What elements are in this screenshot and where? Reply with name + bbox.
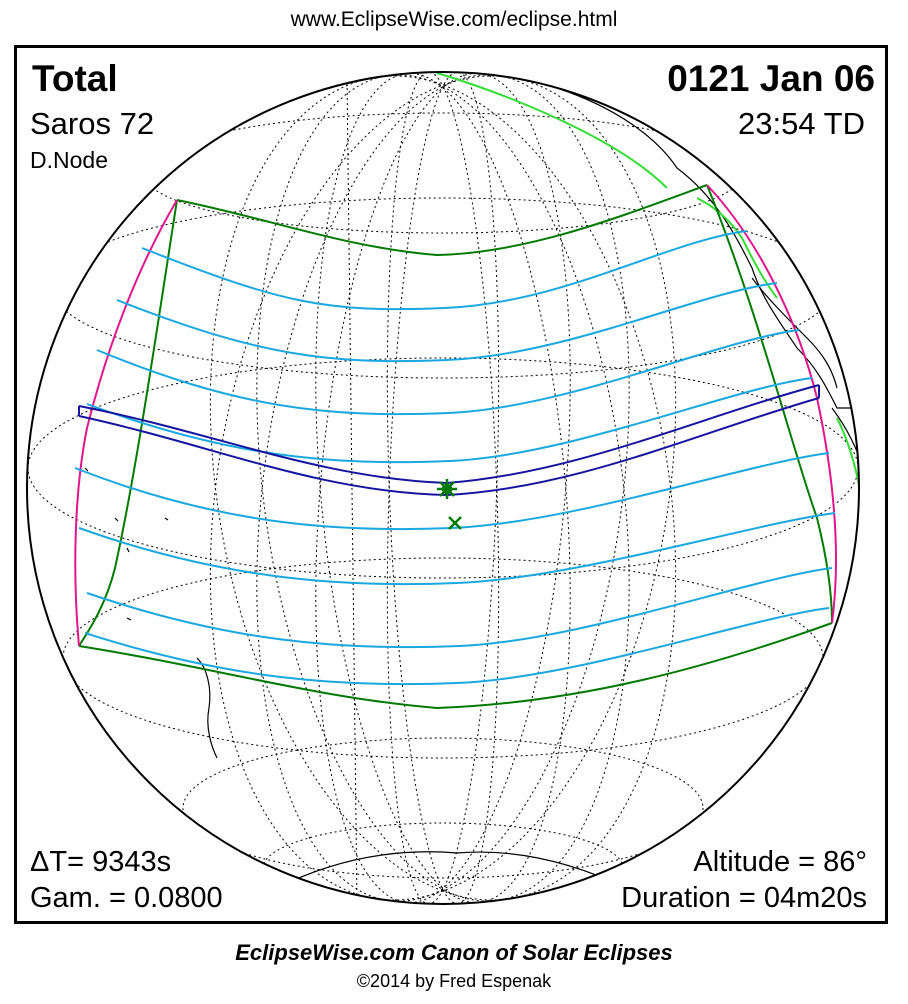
- antarctica-coast: [276, 851, 638, 894]
- greatest-eclipse-time: 23:54 TD: [738, 106, 865, 141]
- central-duration: Duration = 04m20s: [621, 882, 867, 914]
- new-zealand-coast: [196, 657, 218, 759]
- eclipse-globe-map: [26, 71, 860, 905]
- partial-magnitude-line: [96, 329, 800, 416]
- penumbra-limits: [78, 184, 833, 710]
- parallel-line: [52, 197, 834, 379]
- partial-magnitude-line: [74, 452, 830, 531]
- parallel-line: [27, 357, 859, 579]
- sunrise-curve: [74, 199, 178, 647]
- partial-magnitude-line: [86, 567, 833, 649]
- partial-magnitude-line: [84, 607, 830, 686]
- southern-limit: [78, 622, 833, 710]
- sunset-curve: [706, 184, 837, 624]
- coastlines: [84, 72, 859, 894]
- partial-magnitude-line: [116, 282, 778, 363]
- parallel-line: [262, 822, 624, 904]
- parallel-line: [182, 737, 704, 879]
- partial-magnitude-line: [78, 512, 836, 586]
- eclipse-type: Total: [32, 58, 118, 99]
- eclipse-date: 0121 Jan 06: [667, 58, 875, 99]
- delta-t: ΔT= 9343s: [30, 846, 172, 878]
- pacific-islands: [84, 467, 169, 621]
- source-url[interactable]: www.EclipseWise.com/eclipse.html: [290, 8, 618, 31]
- meridian-line: [315, 72, 571, 904]
- saros-number: Saros 72: [30, 106, 155, 141]
- eclipse-map-frame: Total 0121 Jan 06 Saros 72 23:54 TD D.No…: [14, 45, 888, 924]
- gamma: Gam. = 0.0800: [30, 882, 223, 914]
- partial-magnitude-line: [141, 230, 748, 311]
- partial-magnitude-line: [86, 377, 813, 464]
- north-america-coast: [556, 72, 859, 409]
- parallel-line: [142, 112, 744, 234]
- greatest-eclipse-star-icon: [437, 479, 457, 499]
- canon-title: EclipseWise.com Canon of Solar Eclipses: [235, 940, 673, 965]
- meridian-line: [346, 77, 358, 904]
- eastern-limit: [706, 184, 833, 624]
- globe-outline: [26, 71, 860, 905]
- western-limit: [78, 199, 178, 647]
- lunar-node: D.Node: [30, 147, 108, 173]
- partial-magnitude-lines: [74, 230, 836, 686]
- sun-altitude: Altitude = 86°: [693, 846, 867, 878]
- south-america-highlight: [436, 72, 859, 849]
- subsolar-point-x-icon: [448, 516, 462, 530]
- copyright: ©2014 by Fred Espenak: [356, 971, 552, 991]
- central-america-coast: [751, 277, 838, 389]
- northern-limit: [176, 184, 708, 257]
